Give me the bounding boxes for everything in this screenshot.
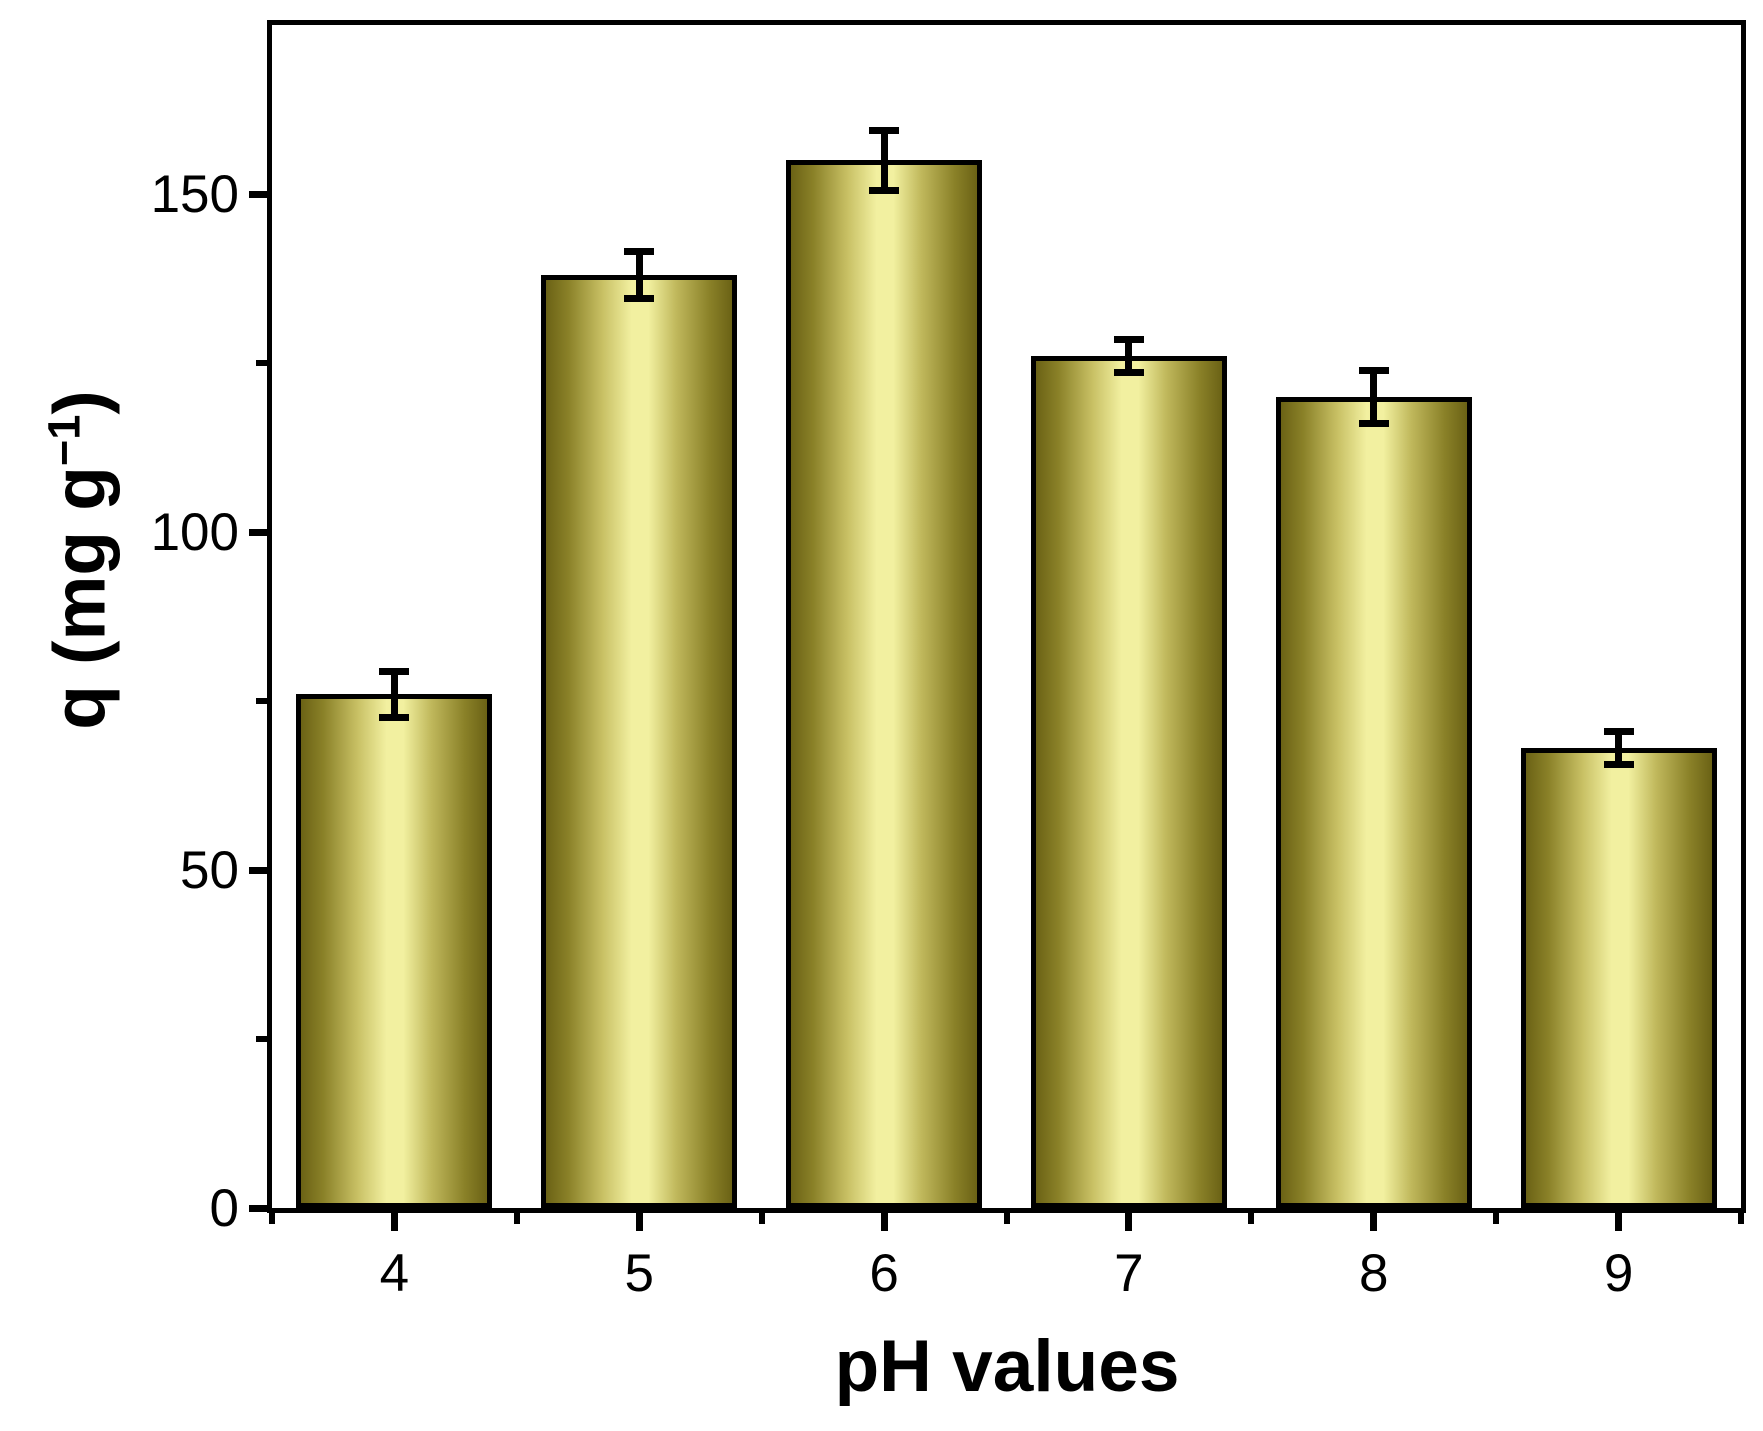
x-minor-tick [513,1213,520,1224]
y-major-tick [249,190,267,198]
x-minor-tick [758,1213,765,1224]
x-tick-label: 7 [1114,1244,1144,1303]
error-bar-stem [1125,339,1133,374]
bar-ph-8 [1275,396,1472,1208]
error-bar-stem [1615,731,1623,766]
bar-ph-6 [786,160,983,1208]
error-bar-cap-top [869,126,900,134]
error-bar-cap-bottom [379,713,410,721]
x-minor-tick [1738,1213,1744,1224]
x-axis-title: pH values [834,1326,1180,1407]
error-bar-cap-bottom [869,186,900,194]
y-major-tick [249,1204,267,1212]
bar-ph-9 [1520,748,1717,1208]
y-tick-label: 100 [150,502,239,562]
error-bar-cap-bottom [624,294,655,302]
y-major-tick [249,866,267,874]
y-tick-label: 0 [209,1178,239,1238]
x-minor-tick [269,1213,275,1224]
error-bar-stem [1370,369,1378,424]
x-tick-label: 5 [624,1244,654,1303]
error-bar-stem [880,129,888,191]
x-tick-label: 4 [379,1244,410,1303]
x-tick-label: 9 [1603,1244,1634,1303]
error-bar-cap-bottom [1358,419,1389,427]
y-minor-tick [256,360,267,366]
x-major-tick [880,1213,888,1231]
x-minor-tick [1248,1213,1255,1224]
x-minor-tick [1003,1213,1010,1224]
bar-ph-5 [541,275,738,1208]
error-bar-cap-top [1358,366,1389,374]
y-minor-tick [256,698,267,704]
y-tick-label: 150 [150,164,239,224]
y-axis-title-close: ) [39,390,121,415]
error-bar-cap-top [379,667,410,675]
y-tick-label: 50 [180,840,239,900]
y-axis-title: q (mg g−1) [39,390,121,729]
x-minor-tick [1493,1213,1500,1224]
error-bar-cap-top [624,248,655,256]
error-bar-stem [635,251,643,299]
bar-ph-4 [296,694,493,1208]
bar-ph-7 [1030,356,1227,1208]
y-minor-tick [256,1036,267,1042]
x-tick-label: 6 [869,1244,899,1303]
x-major-tick [1125,1213,1133,1231]
x-major-tick [635,1213,643,1231]
error-bar-cap-bottom [1603,761,1634,769]
error-bar-cap-bottom [1113,369,1144,377]
y-major-tick [249,528,267,536]
y-axis-title-superscript: −1 [38,414,90,467]
x-major-tick [390,1213,398,1231]
plot-area [267,20,1746,1213]
error-bar-cap-top [1113,336,1144,344]
error-bar-cap-top [1603,728,1634,736]
x-major-tick [1370,1213,1378,1231]
x-tick-label: 8 [1359,1244,1389,1303]
error-bar-stem [390,670,398,718]
x-major-tick [1615,1213,1623,1231]
